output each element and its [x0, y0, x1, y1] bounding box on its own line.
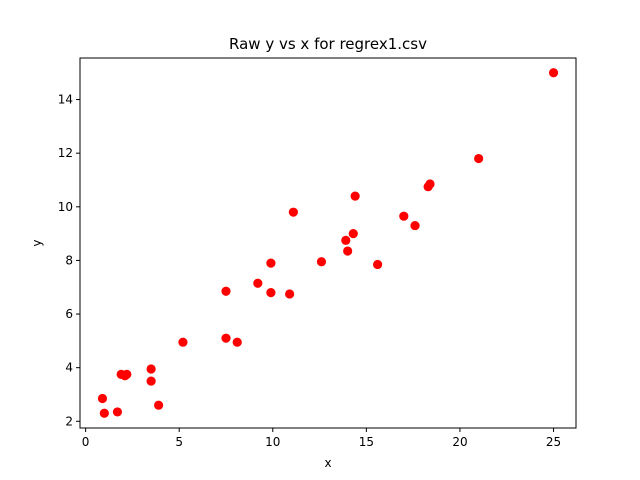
data-point [221, 286, 231, 296]
data-point [350, 191, 360, 201]
plot-area-frame [79, 57, 577, 429]
data-point [373, 259, 383, 270]
y-axis-ticks: 2 4 6 8 10 12 14 [58, 93, 80, 428]
y-axis-label: y [30, 239, 44, 246]
data-point [343, 246, 353, 256]
y-tick-label: 4 [65, 361, 73, 375]
data-point [474, 153, 484, 164]
data-point [285, 289, 295, 299]
data-point [341, 235, 351, 245]
data-point [288, 207, 298, 217]
data-point [178, 337, 188, 347]
data-point [146, 376, 156, 386]
x-tick-label: 0 [82, 435, 90, 449]
x-tick-label: 25 [546, 435, 561, 449]
y-tick-label: 8 [65, 253, 73, 267]
data-point [112, 407, 123, 417]
data-point [154, 400, 164, 410]
data-point [266, 258, 276, 268]
data-point [266, 288, 276, 298]
data-point [146, 364, 156, 374]
x-tick-label: 15 [359, 435, 374, 449]
data-point [232, 337, 242, 347]
data-point [348, 229, 358, 239]
data-point [97, 393, 108, 404]
data-point [122, 369, 132, 379]
y-tick-label: 10 [58, 200, 73, 214]
data-point [410, 220, 420, 231]
data-point [399, 211, 409, 221]
x-tick-label: 5 [175, 435, 183, 449]
x-axis-ticks: 0 5 10 15 20 25 [82, 428, 561, 449]
data-point [425, 179, 435, 189]
data-point [548, 68, 559, 78]
data-point [253, 278, 263, 288]
data-point [221, 333, 231, 343]
y-tick-label: 2 [65, 414, 73, 428]
chart-title: Raw y vs x for regrex1.csv [229, 35, 427, 53]
x-tick-label: 20 [452, 435, 467, 449]
data-point [316, 257, 327, 267]
y-tick-label: 6 [65, 307, 73, 321]
y-tick-label: 12 [58, 146, 73, 160]
data-points [97, 68, 559, 418]
y-tick-label: 14 [58, 93, 73, 107]
x-tick-label: 10 [265, 435, 280, 449]
data-point [99, 408, 109, 418]
x-axis-label: x [324, 456, 331, 470]
